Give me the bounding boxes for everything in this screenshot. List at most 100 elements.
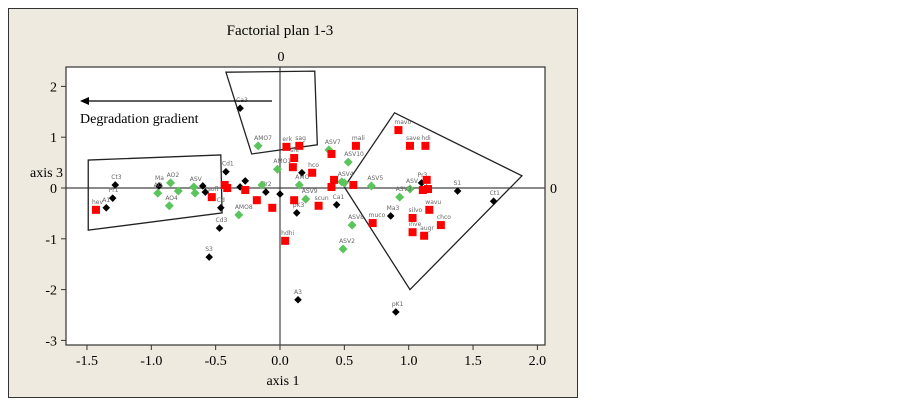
black-point — [453, 187, 462, 195]
point-label: sofl — [208, 186, 219, 193]
y-tick-label: -3 — [45, 334, 57, 349]
point-label: pK1 — [392, 301, 404, 308]
point-label: hco — [308, 162, 319, 169]
x-tick-label: 1.5 — [464, 354, 482, 369]
black-point — [332, 200, 341, 209]
point-label: A1 — [102, 197, 110, 204]
red-point — [408, 228, 417, 237]
red-point — [418, 186, 427, 195]
point-label: AMO7 — [254, 135, 272, 142]
red-point — [425, 205, 434, 214]
red-point — [314, 201, 323, 210]
black-point — [198, 182, 207, 190]
black-point — [201, 188, 210, 196]
x-tick-label: 2.0 — [529, 354, 547, 369]
green-point — [153, 188, 163, 198]
black-point — [294, 295, 302, 304]
point-label: scun — [315, 195, 329, 202]
point-label: Cd3 — [216, 217, 228, 224]
red-point — [290, 196, 299, 205]
x-tick-label: 0.0 — [271, 354, 289, 369]
red-point — [349, 180, 358, 189]
y-tick-label: 1 — [50, 131, 57, 146]
y-axis-label: axis 3 — [30, 166, 63, 181]
red-point — [420, 231, 429, 240]
x-tick-label: -1.0 — [140, 354, 162, 369]
point-label: inve — [409, 221, 422, 228]
black-point — [417, 179, 426, 187]
black-point — [111, 181, 120, 189]
red-point — [394, 126, 403, 135]
point-label: chco — [437, 214, 451, 221]
point-label: AO2 — [167, 172, 180, 179]
green-point — [338, 244, 348, 254]
point-label: S3 — [205, 246, 213, 253]
point-label: mavo — [394, 119, 411, 126]
point-label: hev — [92, 199, 103, 206]
point-label: hdi — [421, 135, 431, 142]
x-tick-label: 0.5 — [336, 354, 354, 369]
red-point — [290, 154, 299, 163]
point-label: Ct3 — [111, 174, 122, 181]
red-point — [330, 175, 339, 184]
red-point — [282, 142, 291, 151]
red-point — [288, 163, 297, 172]
red-point — [422, 175, 431, 184]
green-point — [405, 184, 415, 194]
red-point — [351, 141, 360, 150]
point-label: Pr3 — [418, 172, 428, 179]
left-group-outline — [87, 154, 223, 231]
x-tick-label: -1.5 — [76, 354, 98, 369]
green-point — [395, 192, 405, 202]
black-point — [216, 204, 225, 212]
top-group-outline — [225, 70, 318, 155]
black-point — [276, 190, 284, 198]
green-point — [339, 178, 349, 188]
red-point — [424, 185, 433, 194]
green-point — [366, 181, 376, 191]
green-point — [343, 157, 353, 167]
point-label: ASV4 — [338, 171, 354, 178]
red-point — [207, 193, 216, 202]
point-label: ASV3 — [396, 186, 412, 193]
red-point — [436, 221, 445, 230]
red-point — [408, 213, 417, 222]
point-label: pK3 — [293, 202, 305, 209]
black-point — [102, 204, 111, 212]
black-point — [392, 308, 400, 316]
red-point — [405, 141, 414, 150]
point-label: Cd — [217, 197, 225, 204]
point-label: Ma — [155, 175, 164, 182]
point-label: ASV5 — [367, 175, 383, 182]
point-label: ASV8 — [348, 214, 364, 221]
red-point — [268, 203, 277, 212]
green-point — [257, 180, 267, 190]
green-point — [173, 186, 183, 196]
point-label: Ct1 — [490, 190, 501, 197]
point-label: ASV2 — [339, 238, 355, 245]
x-tick-label: 1.0 — [400, 354, 418, 369]
degradation-gradient-annotation: Degradation gradient — [80, 112, 199, 127]
black-point — [205, 253, 214, 261]
point-label: AMO1 — [273, 158, 291, 165]
point-label: ASV9 — [302, 188, 318, 195]
y-tick-label: 0 — [50, 182, 57, 197]
green-point — [166, 178, 176, 188]
black-point — [108, 194, 117, 202]
point-label: ASV10 — [344, 151, 364, 158]
right-group-outline — [343, 111, 524, 291]
y-tick-label: -2 — [45, 284, 57, 299]
red-point — [281, 236, 290, 245]
point-label: S1 — [454, 180, 462, 187]
point-label: erk — [282, 136, 292, 143]
green-point — [253, 141, 263, 151]
zero-label-right: 0 — [550, 182, 557, 197]
point-label: AMO8 — [235, 204, 253, 211]
point-label: ASV7 — [325, 139, 341, 146]
arrow-head-icon — [80, 97, 89, 105]
point-label: Pr2 — [262, 181, 272, 188]
point-label: Ca1 — [333, 194, 345, 201]
point-label: ASV — [190, 176, 203, 183]
red-point — [421, 141, 430, 150]
point-label: AMO — [295, 174, 309, 181]
